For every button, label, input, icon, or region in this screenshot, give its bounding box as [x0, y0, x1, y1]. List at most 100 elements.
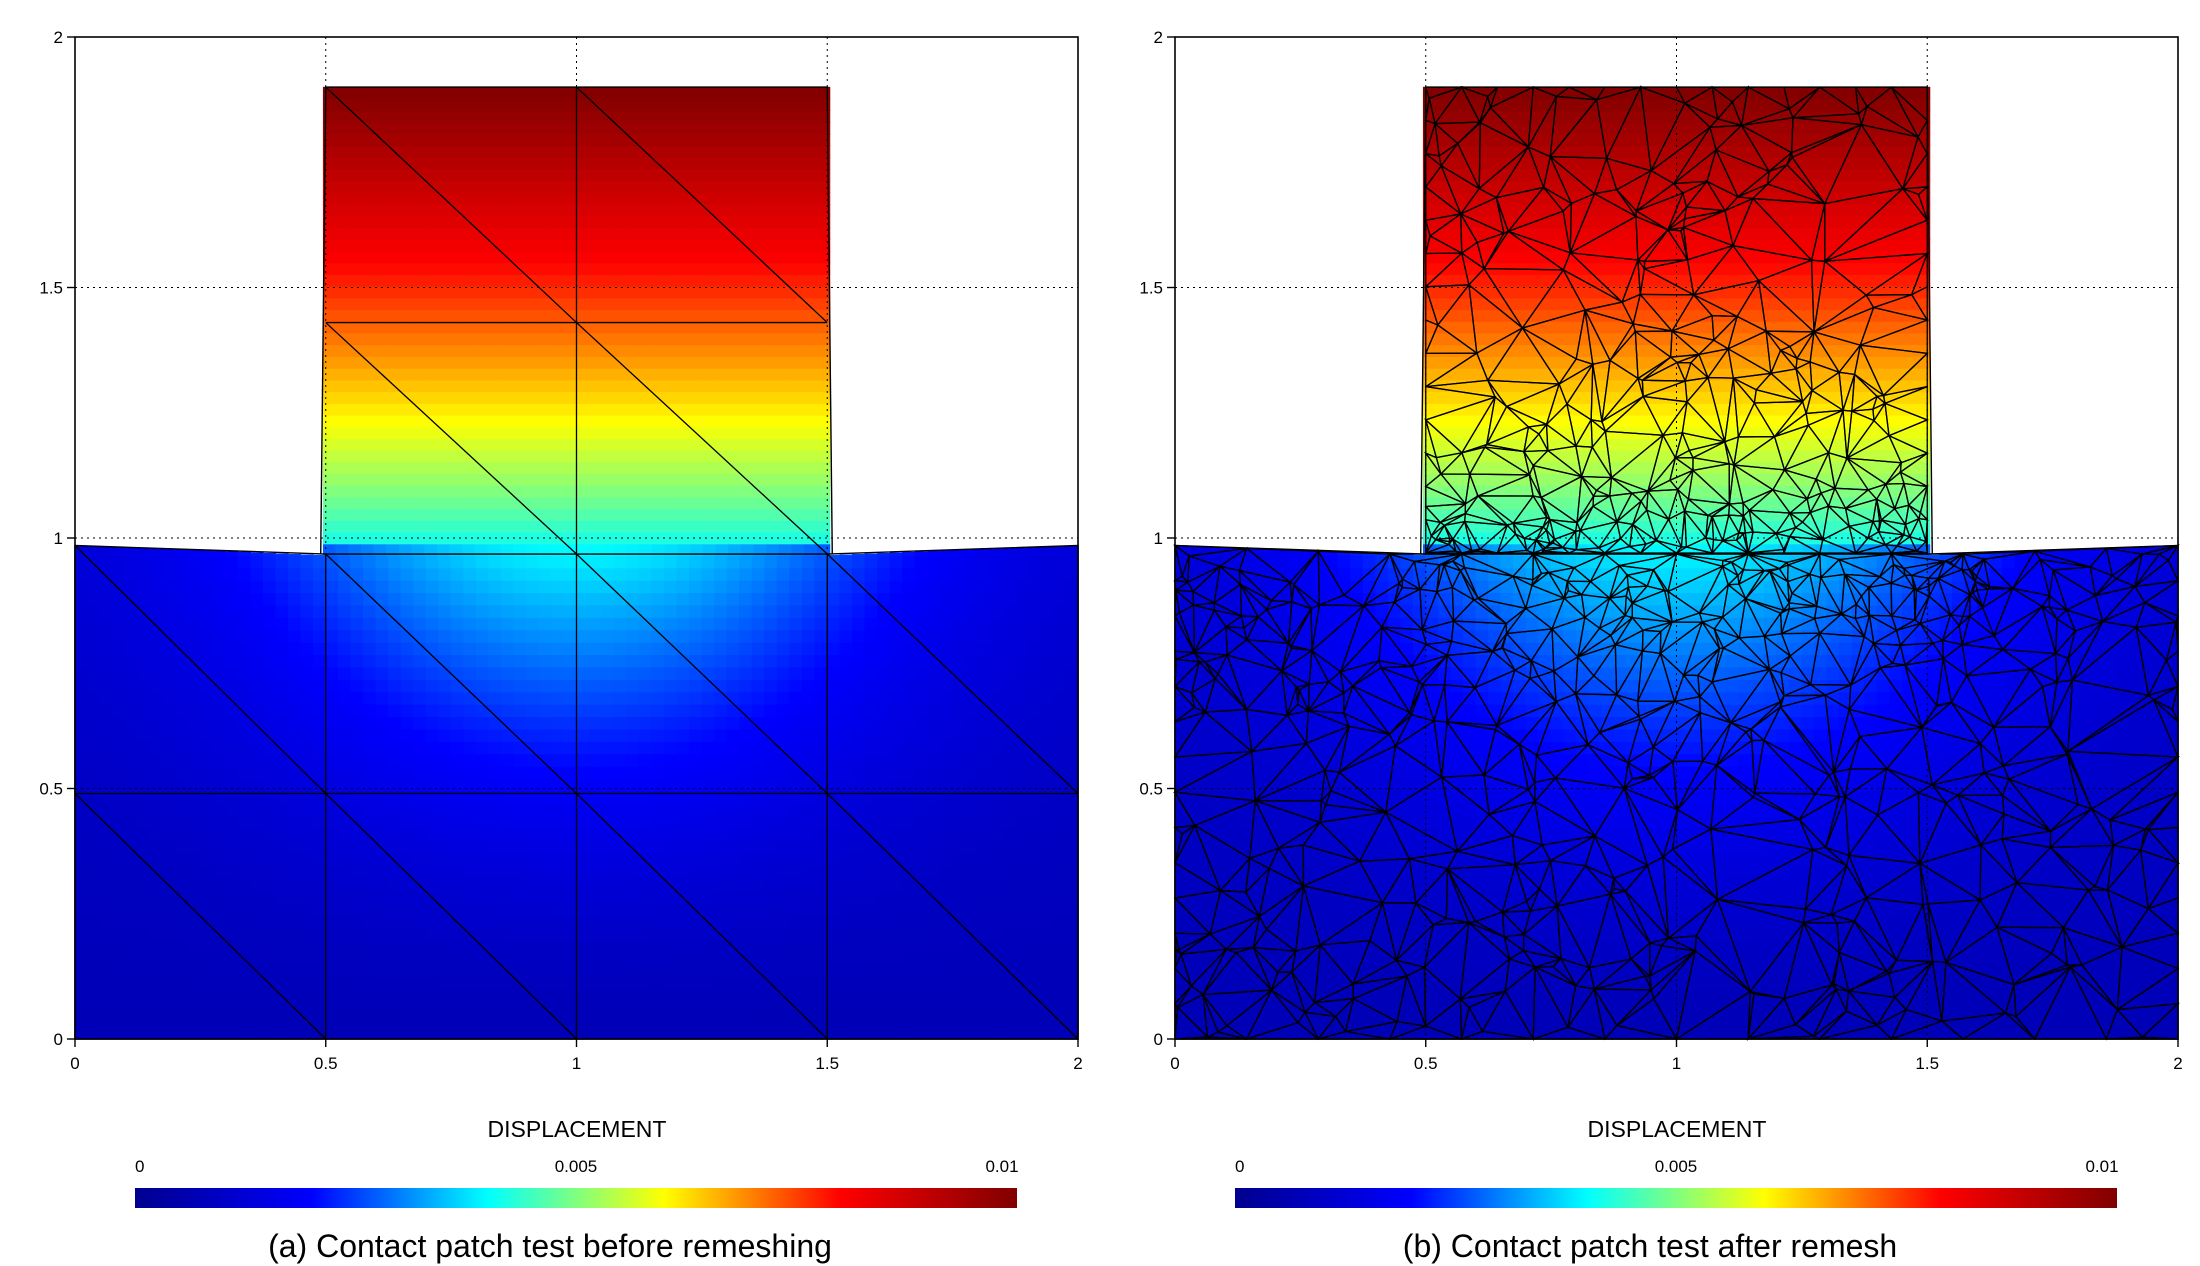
field-cell: [551, 605, 564, 618]
field-cell: [175, 853, 188, 866]
field-cell: [940, 778, 953, 791]
field-cell: [589, 679, 602, 692]
field-cell: [977, 617, 990, 630]
field-cell: [753, 309, 766, 322]
field-cell: [827, 605, 840, 618]
field-cell: [188, 729, 201, 742]
field-cell: [288, 803, 301, 816]
field-cell: [977, 549, 990, 556]
field-cell: [715, 87, 728, 100]
field-cell: [188, 1002, 201, 1015]
field-cell: [323, 251, 336, 264]
field-cell: [779, 298, 792, 311]
field-cell: [601, 716, 614, 729]
field-cell: [677, 679, 690, 692]
field-cell: [150, 828, 163, 841]
field-cell: [399, 87, 412, 100]
field-cell: [940, 568, 953, 581]
field-cell: [526, 169, 539, 182]
field-cell: [412, 110, 425, 123]
field-cell: [752, 568, 765, 581]
field-cell: [1040, 741, 1053, 754]
field-cell: [338, 927, 351, 940]
field-cell: [336, 333, 349, 346]
field-cell: [551, 227, 564, 240]
field-cell: [589, 309, 602, 322]
field-cell: [589, 927, 602, 940]
field-cell: [601, 580, 614, 593]
field-cell: [463, 617, 476, 630]
field-cell: [890, 766, 903, 779]
field-cell: [162, 915, 175, 928]
field-cell: [779, 239, 792, 252]
field-cell: [386, 497, 399, 510]
field-cell: [363, 679, 376, 692]
field-cell: [125, 716, 138, 729]
field-cell: [475, 134, 488, 147]
field-cell: [150, 940, 163, 953]
field-cell: [412, 169, 425, 182]
field-cell: [338, 692, 351, 705]
field-cell: [789, 977, 802, 990]
field-cell: [952, 741, 965, 754]
field-cell: [275, 1014, 288, 1027]
field-cell: [601, 704, 614, 717]
field-cell: [325, 878, 338, 891]
field-cell: [689, 977, 702, 990]
field-cell: [690, 309, 703, 322]
field-cell: [814, 1002, 827, 1015]
field-cell: [450, 274, 463, 287]
field-cell: [263, 1026, 276, 1039]
field-cell: [766, 426, 779, 439]
field-cell: [902, 840, 915, 853]
field-cell: [501, 692, 514, 705]
field-cell: [714, 704, 727, 717]
field-cell: [1200, 952, 1213, 965]
field-cell: [640, 169, 653, 182]
field-cell: [802, 766, 815, 779]
field-cell: [915, 791, 928, 804]
field-cell: [952, 592, 965, 605]
field-cell: [263, 840, 276, 853]
field-cell: [450, 122, 463, 135]
field-cell: [728, 169, 741, 182]
field-cell: [376, 989, 389, 1002]
field-cell: [336, 251, 349, 264]
field-cell: [576, 356, 589, 369]
field-cell: [501, 778, 514, 791]
field-cell: [902, 865, 915, 878]
field-cell: [589, 617, 602, 630]
field-cell: [589, 729, 602, 742]
field-cell: [263, 940, 276, 953]
field-cell: [424, 169, 437, 182]
field-cell: [175, 729, 188, 742]
field-cell: [325, 679, 338, 692]
field-cell: [665, 380, 678, 393]
field-cell: [651, 902, 664, 915]
field-cell: [526, 438, 539, 451]
field-cell: [652, 309, 665, 322]
field-cell: [990, 555, 1003, 568]
field-cell: [488, 122, 501, 135]
field-cell: [665, 169, 678, 182]
field-cell: [376, 940, 389, 953]
field-cell: [250, 654, 263, 667]
field-cell: [814, 952, 827, 965]
field-cell: [412, 122, 425, 135]
field-cell: [263, 679, 276, 692]
field-cell: [766, 368, 779, 381]
field-cell: [374, 426, 387, 439]
field-cell: [539, 741, 552, 754]
field-cell: [175, 902, 188, 915]
field-cell: [802, 729, 815, 742]
field-cell: [213, 1014, 226, 1027]
field-cell: [488, 816, 501, 829]
field-cell: [915, 865, 928, 878]
field-cell: [739, 816, 752, 829]
field-cell: [313, 964, 326, 977]
field-cell: [250, 741, 263, 754]
field-cell: [741, 508, 754, 521]
field-cell: [538, 204, 551, 217]
field-cell: [213, 551, 226, 556]
field-cell: [275, 630, 288, 643]
